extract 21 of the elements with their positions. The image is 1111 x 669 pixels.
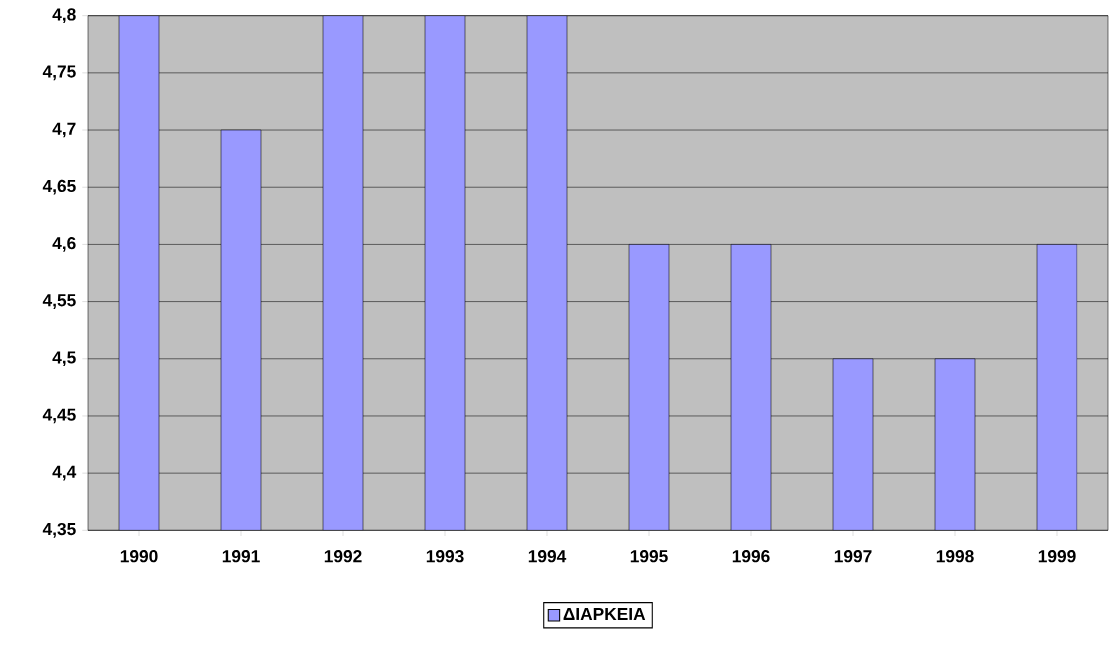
y-tick-label: 4,5 — [52, 351, 76, 367]
x-tick-label: 1992 — [324, 550, 362, 563]
y-tick-label: 4,6 — [52, 237, 76, 252]
x-tick-label: 1993 — [426, 550, 464, 563]
y-tick-label: 4,35 — [42, 522, 76, 538]
y-tick-label: 4,65 — [42, 179, 76, 195]
x-tick-label: 1996 — [732, 550, 770, 563]
y-tick-label: 4,8 — [52, 8, 76, 24]
y-tick-label: 4,45 — [42, 408, 76, 424]
y-tick-label: 4,4 — [52, 465, 77, 481]
x-tick-label: 1997 — [834, 550, 872, 563]
x-tick-label: 1999 — [1038, 550, 1076, 563]
x-tick-label: 1998 — [936, 550, 974, 563]
x-tick-label: 1990 — [120, 550, 158, 563]
y-tick-label: 4,7 — [52, 122, 76, 138]
y-tick-label: 4,55 — [42, 294, 76, 309]
x-tick-label: 1991 — [222, 550, 260, 563]
legend-label: ΔΙΑΡΚΕΙΑ — [563, 607, 646, 620]
x-tick-label: 1994 — [528, 550, 567, 563]
x-tick-label: 1995 — [630, 550, 668, 563]
y-tick-label: 4,75 — [42, 65, 76, 81]
